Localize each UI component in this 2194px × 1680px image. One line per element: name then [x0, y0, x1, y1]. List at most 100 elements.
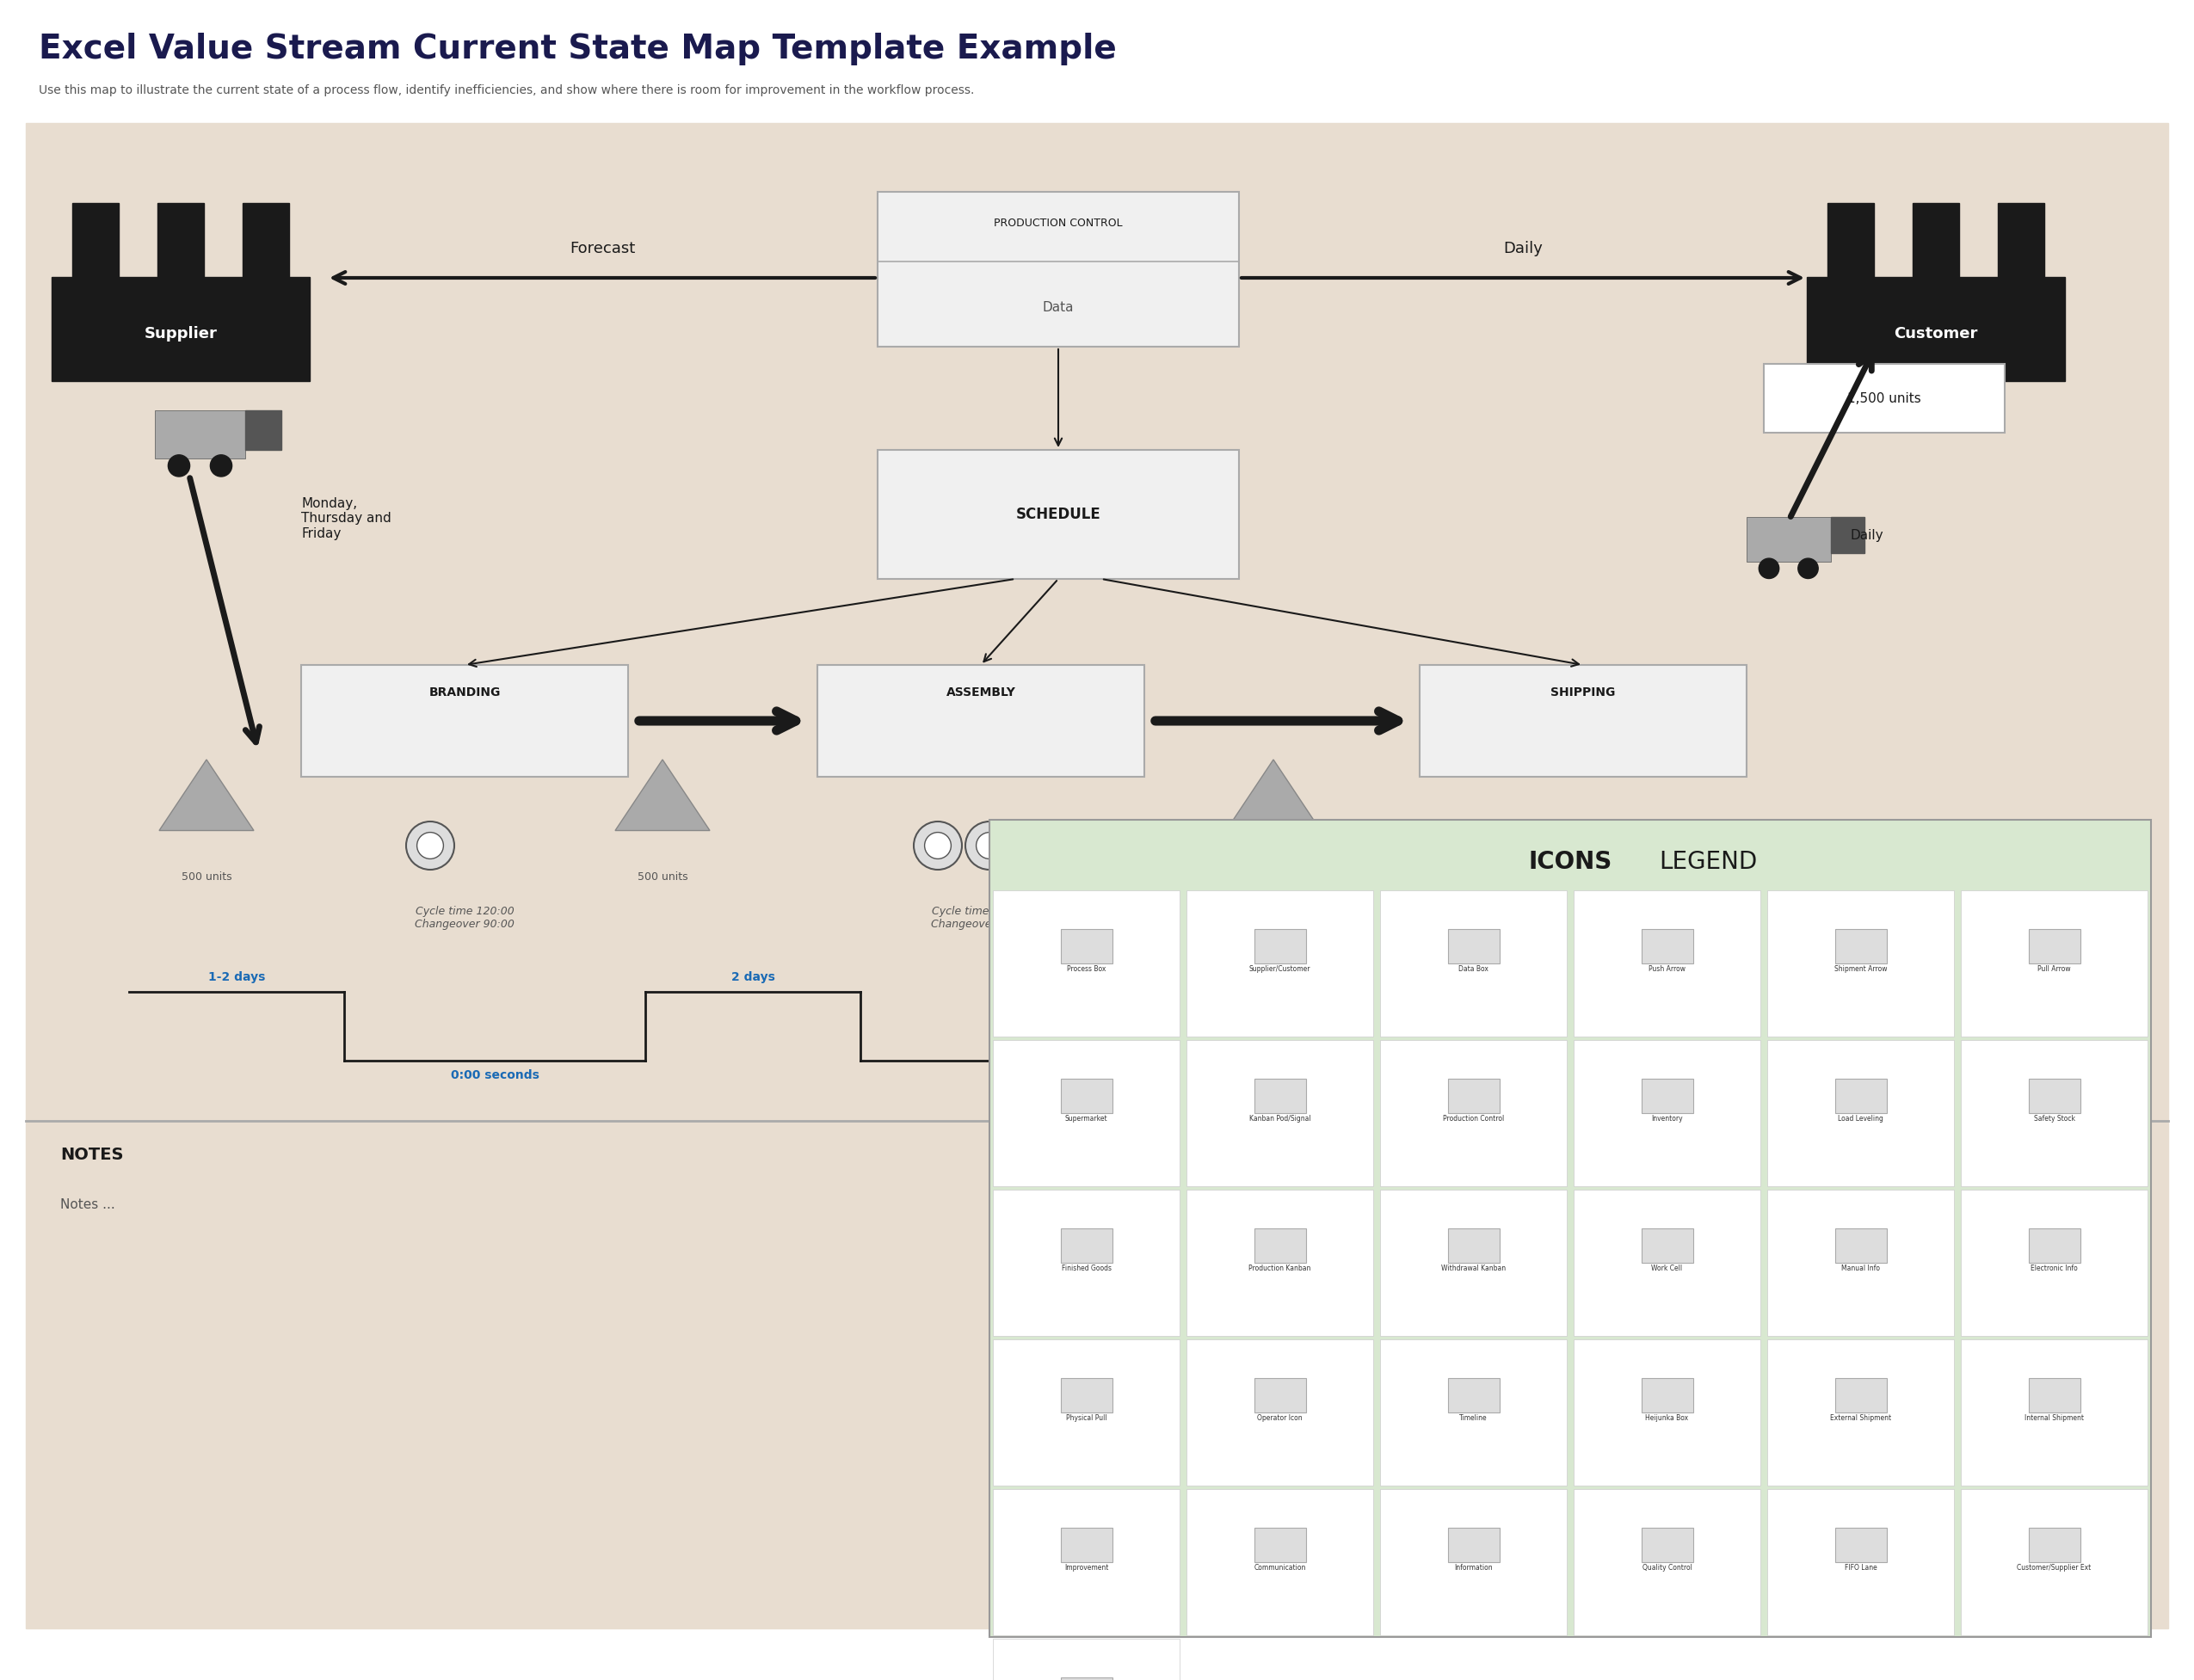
- Text: Kanban Pod/Signal: Kanban Pod/Signal: [1248, 1116, 1310, 1122]
- Bar: [1060, 929, 1112, 963]
- Text: Information: Information: [1455, 1564, 1492, 1571]
- Text: Improvement: Improvement: [1064, 1564, 1108, 1571]
- Text: Finished Goods: Finished Goods: [1062, 1265, 1110, 1272]
- Text: Safety Stock: Safety Stock: [2034, 1116, 2076, 1122]
- Text: 2 days: 2 days: [731, 971, 774, 983]
- Text: Heijunka Box: Heijunka Box: [1646, 1415, 1689, 1421]
- Bar: [53, 277, 309, 381]
- Bar: [1641, 1228, 1694, 1263]
- Bar: [0, 0, 2194, 114]
- Circle shape: [1571, 832, 1597, 858]
- Bar: [2029, 1527, 2080, 1562]
- Bar: [1380, 1040, 1567, 1186]
- Circle shape: [1560, 822, 1608, 870]
- Bar: [1448, 1378, 1499, 1413]
- Bar: [994, 1189, 1180, 1336]
- Bar: [1448, 1228, 1499, 1263]
- Bar: [1641, 1527, 1694, 1562]
- Bar: [26, 123, 2168, 1628]
- Text: Notes ...: Notes ...: [59, 1198, 114, 1211]
- Circle shape: [1621, 832, 1648, 858]
- Text: Supplier: Supplier: [145, 326, 217, 341]
- Text: ICONS: ICONS: [1529, 850, 1613, 874]
- Text: SHIPPING: SHIPPING: [1551, 687, 1615, 699]
- Bar: [1060, 1228, 1112, 1263]
- Text: Daily: Daily: [1503, 240, 1542, 257]
- Text: Internal Shipment: Internal Shipment: [2025, 1415, 2084, 1421]
- Bar: [1060, 1677, 1112, 1680]
- Bar: [1255, 1527, 1305, 1562]
- Circle shape: [1507, 822, 1556, 870]
- Bar: [1766, 1040, 1955, 1186]
- Text: Manual Info: Manual Info: [1841, 1265, 1880, 1272]
- Circle shape: [965, 822, 1014, 870]
- Bar: [1766, 890, 1955, 1037]
- Text: Customer: Customer: [1893, 326, 1977, 341]
- Text: 1,500 units: 1,500 units: [1847, 391, 1922, 405]
- Bar: [1060, 1527, 1112, 1562]
- Text: Operator Icon: Operator Icon: [1257, 1415, 1303, 1421]
- Text: Forecast: Forecast: [570, 240, 634, 257]
- Text: Production Control: Production Control: [1444, 1116, 1505, 1122]
- Text: Pull Arrow: Pull Arrow: [2038, 966, 2071, 973]
- Bar: [1187, 890, 1373, 1037]
- Text: BRANDING: BRANDING: [428, 687, 500, 699]
- Text: SCHEDULE: SCHEDULE: [1016, 507, 1101, 522]
- Bar: [1448, 1527, 1499, 1562]
- Text: 500 units: 500 units: [636, 872, 687, 882]
- Bar: [1380, 890, 1567, 1037]
- Text: Load Leveling: Load Leveling: [1839, 1116, 1882, 1122]
- Text: Physical Pull: Physical Pull: [1066, 1415, 1106, 1421]
- Bar: [1834, 1378, 1887, 1413]
- Text: 0:00 seconds: 0:00 seconds: [450, 1068, 540, 1082]
- Bar: [246, 410, 281, 450]
- Text: LEGEND: LEGEND: [1659, 850, 1757, 874]
- Circle shape: [169, 455, 191, 477]
- Bar: [72, 203, 118, 281]
- Text: Excel Value Stream Current State Map Template Example: Excel Value Stream Current State Map Tem…: [39, 32, 1117, 66]
- Text: Timeline: Timeline: [1459, 1415, 1488, 1421]
- Circle shape: [913, 822, 961, 870]
- Text: Communication: Communication: [1253, 1564, 1305, 1571]
- Text: Data Box: Data Box: [1459, 966, 1488, 973]
- Text: Supermarket: Supermarket: [1064, 1116, 1108, 1122]
- Text: Daily: Daily: [1850, 529, 1882, 543]
- Bar: [1834, 1527, 1887, 1562]
- Bar: [1448, 929, 1499, 963]
- Bar: [1834, 929, 1887, 963]
- Bar: [1448, 1079, 1499, 1114]
- Text: Customer/Supplier Ext: Customer/Supplier Ext: [2016, 1564, 2091, 1571]
- Bar: [1961, 1040, 2148, 1186]
- Bar: [1961, 890, 2148, 1037]
- Bar: [1764, 365, 2005, 433]
- Bar: [2029, 1378, 2080, 1413]
- Bar: [1999, 203, 2045, 281]
- Text: Electronic Info: Electronic Info: [2032, 1265, 2078, 1272]
- Bar: [1255, 1079, 1305, 1114]
- Text: ASSEMBLY: ASSEMBLY: [946, 687, 1016, 699]
- Text: Shipment Arrow: Shipment Arrow: [1834, 966, 1887, 973]
- Bar: [994, 1638, 1180, 1680]
- Circle shape: [1610, 822, 1659, 870]
- Bar: [1830, 517, 1865, 553]
- Text: Quality Control: Quality Control: [1641, 1564, 1692, 1571]
- Bar: [1573, 890, 1760, 1037]
- Bar: [1913, 203, 1959, 281]
- Bar: [156, 410, 246, 459]
- Text: Supplier/Customer: Supplier/Customer: [1248, 966, 1310, 973]
- Bar: [1766, 1488, 1955, 1635]
- Bar: [1641, 1079, 1694, 1114]
- Bar: [1060, 1079, 1112, 1114]
- Text: Push Arrow: Push Arrow: [1648, 966, 1685, 973]
- Bar: [1380, 1488, 1567, 1635]
- Bar: [1255, 929, 1305, 963]
- Bar: [1808, 277, 2065, 381]
- Text: 1-2 days: 1-2 days: [208, 971, 265, 983]
- Bar: [1961, 1189, 2148, 1336]
- Text: Production Kanban: Production Kanban: [1248, 1265, 1312, 1272]
- Bar: [1380, 1339, 1567, 1485]
- Text: Withdrawal Kanban: Withdrawal Kanban: [1441, 1265, 1505, 1272]
- Polygon shape: [614, 759, 711, 830]
- Bar: [1834, 1228, 1887, 1263]
- Bar: [1573, 1189, 1760, 1336]
